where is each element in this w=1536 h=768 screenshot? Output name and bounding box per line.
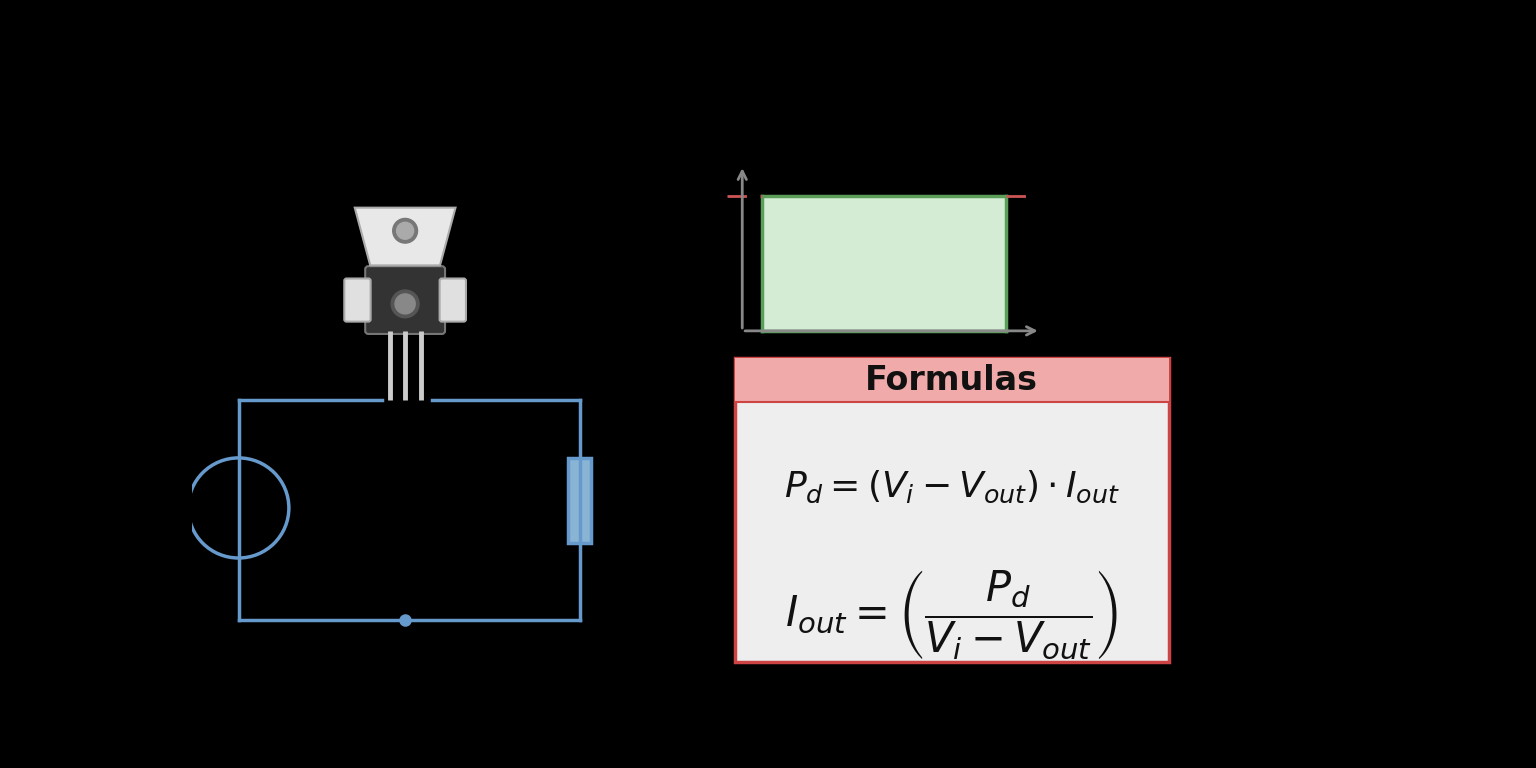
Circle shape xyxy=(396,222,413,239)
FancyBboxPatch shape xyxy=(366,266,445,334)
FancyBboxPatch shape xyxy=(439,279,465,322)
Circle shape xyxy=(393,218,418,243)
Polygon shape xyxy=(355,207,456,266)
Bar xyxy=(734,358,1169,662)
Text: Formulas: Formulas xyxy=(865,363,1038,396)
FancyBboxPatch shape xyxy=(344,279,370,322)
Bar xyxy=(762,196,1006,331)
Bar xyxy=(568,458,591,543)
Circle shape xyxy=(395,294,415,314)
Text: $P_d = (V_i - V_{out}) \cdot I_{out}$: $P_d = (V_i - V_{out}) \cdot I_{out}$ xyxy=(783,469,1120,505)
Circle shape xyxy=(392,290,419,318)
Bar xyxy=(734,358,1169,402)
Text: $I_{out} = \left( \dfrac{P_d}{V_i - V_{out}} \right)$: $I_{out} = \left( \dfrac{P_d}{V_i - V_{o… xyxy=(785,568,1118,660)
